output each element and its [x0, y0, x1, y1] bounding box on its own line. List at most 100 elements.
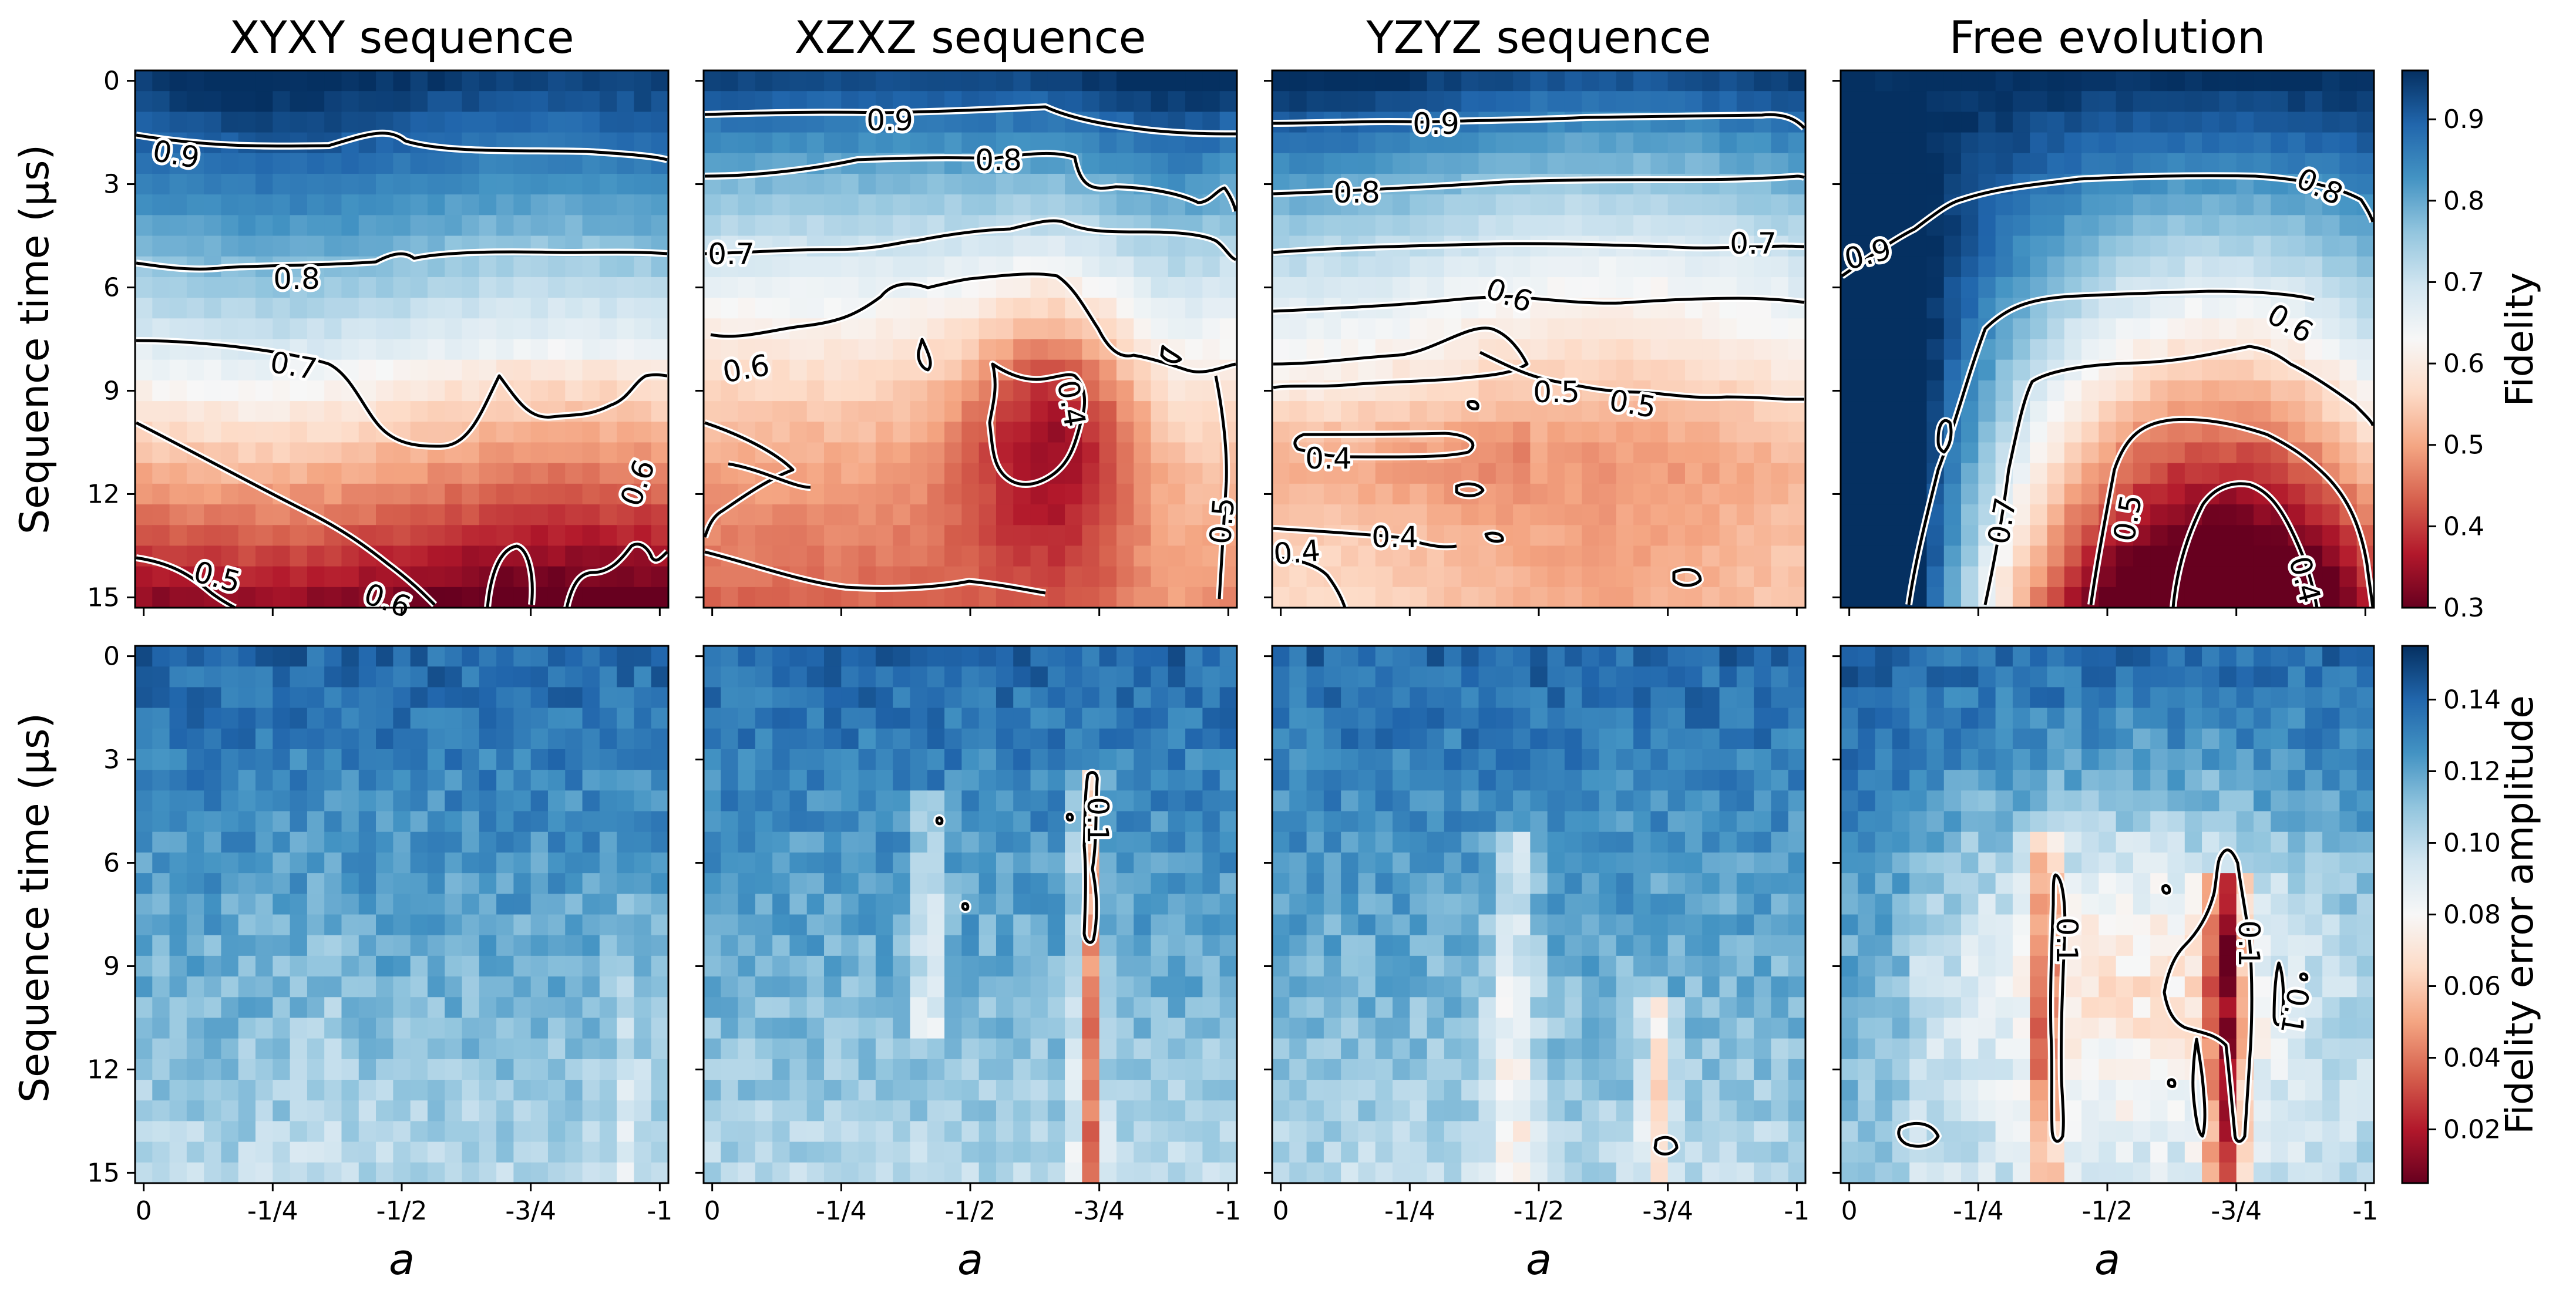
heatmap-cell: [1530, 442, 1548, 464]
heatmap-cell: [927, 70, 945, 92]
heatmap-cell: [944, 894, 962, 915]
heatmap-cell: [410, 646, 428, 667]
heatmap-cell: [961, 1059, 980, 1080]
heatmap-cell: [1564, 483, 1582, 505]
heatmap-cell: [944, 831, 962, 853]
heatmap-cell: [1358, 318, 1376, 340]
heatmap-cell: [186, 708, 204, 729]
heatmap-cell: [1599, 91, 1617, 112]
heatmap-cell: [1202, 70, 1220, 92]
heatmap-cell: [1427, 646, 1445, 667]
heatmap-cell: [547, 997, 566, 1019]
heatmap-cell: [2219, 256, 2237, 278]
heatmap-cell: [1943, 153, 1962, 174]
heatmap-cell: [1202, 976, 1220, 998]
heatmap-cell: [1530, 91, 1548, 112]
heatmap-cell: [1116, 1080, 1134, 1101]
heatmap-cell: [755, 339, 773, 361]
heatmap-cell: [393, 545, 411, 567]
heatmap-cell: [204, 173, 222, 195]
heatmap-cell: [1099, 770, 1117, 791]
heatmap-cell: [479, 256, 497, 278]
heatmap-cell: [961, 70, 980, 92]
heatmap-cell: [1841, 504, 1858, 526]
heatmap-cell: [1116, 1059, 1134, 1080]
heatmap-cell: [893, 339, 911, 361]
heatmap-cell: [169, 749, 187, 770]
heatmap-cell: [1099, 298, 1117, 319]
heatmap-cell: [565, 339, 583, 361]
heatmap-cell: [169, 1121, 187, 1143]
heatmap-cell: [1168, 790, 1186, 812]
heatmap-cell: [238, 277, 256, 298]
heatmap-cell: [2339, 442, 2358, 464]
heatmap-cell: [1116, 831, 1134, 853]
heatmap-cell: [1892, 401, 1910, 422]
heatmap-cell: [496, 1100, 514, 1122]
heatmap-cell: [565, 153, 583, 174]
heatmap-cell: [1082, 256, 1100, 278]
heatmap-cell: [961, 790, 980, 812]
heatmap-cell: [1065, 256, 1082, 278]
heatmap-cell: [910, 298, 928, 319]
heatmap-cell: [204, 422, 222, 443]
heatmap-cell: [721, 339, 739, 361]
heatmap-cell: [841, 687, 859, 709]
heatmap-cell: [961, 1162, 980, 1184]
heatmap-cell: [1858, 298, 1876, 319]
heatmap-cell: [1272, 91, 1290, 112]
heatmap-cell: [445, 298, 463, 319]
heatmap-cell: [273, 1080, 291, 1101]
heatmap-cell: [1013, 277, 1031, 298]
heatmap-cell: [582, 770, 600, 791]
heatmap-cell: [1134, 422, 1152, 443]
heatmap-cell: [324, 935, 342, 956]
heatmap-cell: [1943, 91, 1962, 112]
heatmap-cell: [1151, 194, 1169, 215]
heatmap-cell: [996, 70, 1014, 92]
heatmap-cell: [2167, 91, 2185, 112]
heatmap-cell: [634, 504, 652, 526]
heatmap-cell: [1926, 112, 1945, 133]
heatmap-cell: [893, 504, 911, 526]
heatmap-cell: [1047, 749, 1065, 770]
heatmap-cell: [2064, 339, 2082, 361]
heatmap-cell: [875, 955, 893, 977]
heatmap-cell: [393, 380, 411, 402]
heatmap-cell: [1030, 831, 1048, 853]
heatmap-cell: [273, 153, 291, 174]
heatmap-cell: [789, 401, 808, 422]
heatmap-cell: [1082, 545, 1100, 567]
heatmap-cell: [1667, 666, 1686, 688]
heatmap-cell: [427, 749, 445, 770]
heatmap-cell: [599, 1162, 617, 1184]
heatmap-cell: [806, 91, 825, 112]
heatmap-cell: [135, 215, 153, 237]
heatmap-cell: [1151, 401, 1169, 422]
heatmap-cell: [721, 1141, 739, 1163]
heatmap-cell: [1961, 504, 1979, 526]
heatmap-cell: [410, 770, 428, 791]
heatmap-cell: [1444, 646, 1462, 667]
heatmap-cell: [1116, 1018, 1134, 1039]
heatmap-cell: [530, 770, 549, 791]
heatmap-cell: [1185, 770, 1203, 791]
heatmap-cell: [376, 504, 394, 526]
heatmap-cell: [755, 70, 773, 92]
heatmap-cell: [1736, 708, 1754, 729]
heatmap-cell: [1909, 422, 1928, 443]
heatmap-cell: [169, 666, 187, 688]
heatmap-cell: [1633, 318, 1651, 340]
heatmap-cell: [961, 463, 980, 484]
heatmap-cell: [824, 666, 842, 688]
heatmap-cell: [186, 749, 204, 770]
heatmap-cell: [910, 1100, 928, 1122]
heatmap-cell: [204, 545, 222, 567]
heatmap-cell: [599, 1141, 617, 1163]
heatmap-cell: [1358, 277, 1376, 298]
heatmap-cell: [169, 483, 187, 505]
heatmap-cell: [462, 1080, 480, 1101]
heatmap-cell: [1306, 70, 1324, 92]
heatmap-cell: [961, 1121, 980, 1143]
heatmap-cell: [2116, 112, 2134, 133]
